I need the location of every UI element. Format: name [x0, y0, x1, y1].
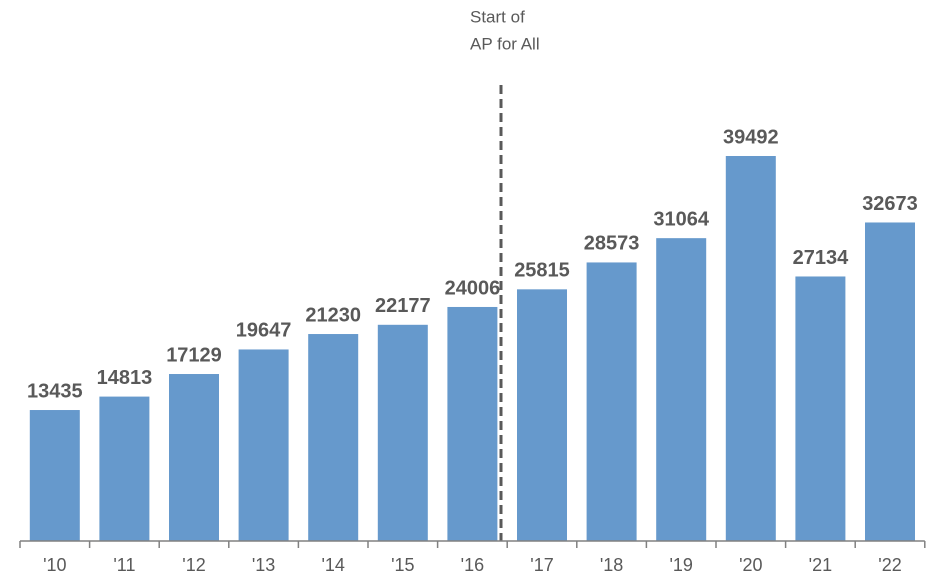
- annotation-line: AP for All: [470, 34, 540, 53]
- bar: [308, 334, 359, 541]
- bar: [447, 306, 498, 541]
- x-tick-label: '19: [669, 555, 692, 575]
- bar: [29, 410, 80, 541]
- x-tick-label: '14: [321, 555, 344, 575]
- x-tick-label: '22: [878, 555, 901, 575]
- x-tick-label: '17: [530, 555, 553, 575]
- value-label: 19647: [236, 320, 292, 342]
- bar: [656, 238, 707, 541]
- bar: [586, 262, 637, 541]
- x-tick-label: '10: [43, 555, 66, 575]
- bar: [865, 222, 915, 542]
- x-tick-label: '11: [113, 555, 135, 575]
- annotation-line: Start of: [470, 7, 525, 26]
- value-label: 27134: [793, 247, 849, 269]
- x-tick-label: '18: [600, 555, 623, 575]
- value-label: 17129: [166, 344, 222, 366]
- x-tick-label: '20: [739, 555, 762, 575]
- value-label: 22177: [375, 295, 431, 317]
- value-label: 21230: [305, 304, 361, 326]
- x-tick-label: '15: [391, 555, 414, 575]
- x-tick-label: '16: [461, 555, 484, 575]
- value-label: 13435: [27, 380, 83, 402]
- bar: [795, 276, 846, 541]
- value-label: 28573: [584, 233, 640, 255]
- bar: [517, 289, 567, 541]
- value-label: 25815: [514, 260, 570, 282]
- value-label: 32673: [862, 193, 918, 215]
- value-label: 39492: [723, 126, 779, 148]
- value-label: 31064: [653, 208, 709, 230]
- x-tick-label: '12: [182, 555, 205, 575]
- bar: [377, 324, 428, 541]
- value-label: 24006: [445, 277, 501, 299]
- x-tick-label: '21: [809, 555, 832, 575]
- bar: [99, 396, 150, 541]
- bar: [169, 374, 219, 541]
- bar: [725, 156, 776, 541]
- value-label: 14813: [97, 367, 153, 389]
- bar: [238, 349, 289, 541]
- x-tick-label: '13: [252, 555, 275, 575]
